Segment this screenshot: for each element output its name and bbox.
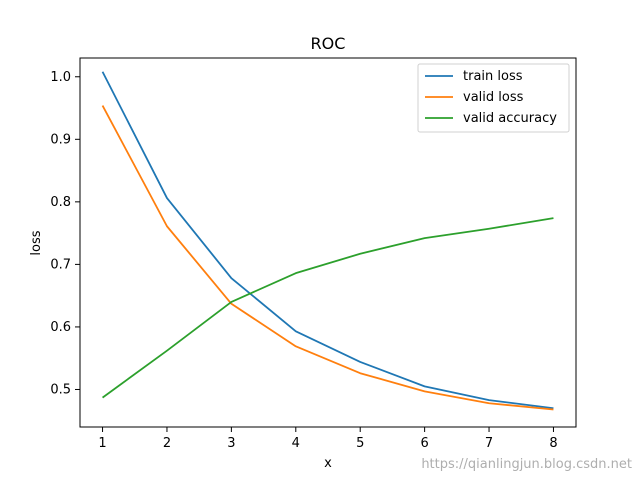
y-tick-label: 0.7 [50,257,71,272]
legend-box [417,63,570,133]
x-tick-label: 8 [549,436,557,451]
x-tick-label: 2 [163,436,171,451]
series-line-valid-accuracy [102,217,554,399]
chart-title: ROC [311,34,346,53]
x-tick-label: 5 [356,436,364,451]
legend-items: train loss valid loss valid accuracy [425,69,557,126]
x-axis-label: x [324,456,332,471]
series-line-valid-loss [101,105,554,411]
y-tick-label: 1.0 [50,70,71,85]
y-tick-label: 0.5 [50,382,71,397]
x-tick-label: 3 [227,436,235,451]
plot-area-frame [79,57,577,428]
x-tick-label: 6 [420,436,428,451]
series-lines [101,71,554,411]
legend-label-valid-accuracy: valid accuracy [463,111,557,126]
x-tick-label: 1 [98,436,106,451]
x-tick-label: 4 [292,436,300,451]
watermark-text: https://qianlingjun.blog.csdn.net [421,457,632,472]
y-tick-label: 0.9 [50,132,71,147]
x-axis: 1 2 3 4 5 6 7 8 [98,427,558,451]
series-line-train-loss [101,71,554,410]
x-tick-label: 7 [485,436,493,451]
y-tick-label: 0.6 [50,320,71,335]
legend: train loss valid loss valid accuracy [417,63,570,133]
legend-label-valid-loss: valid loss [463,90,524,105]
y-axis-label: loss [29,230,44,255]
legend-label-train-loss: train loss [463,69,523,84]
y-tick-label: 0.8 [50,195,71,210]
y-axis: 0.5 0.6 0.7 0.8 0.9 1.0 [50,70,80,397]
